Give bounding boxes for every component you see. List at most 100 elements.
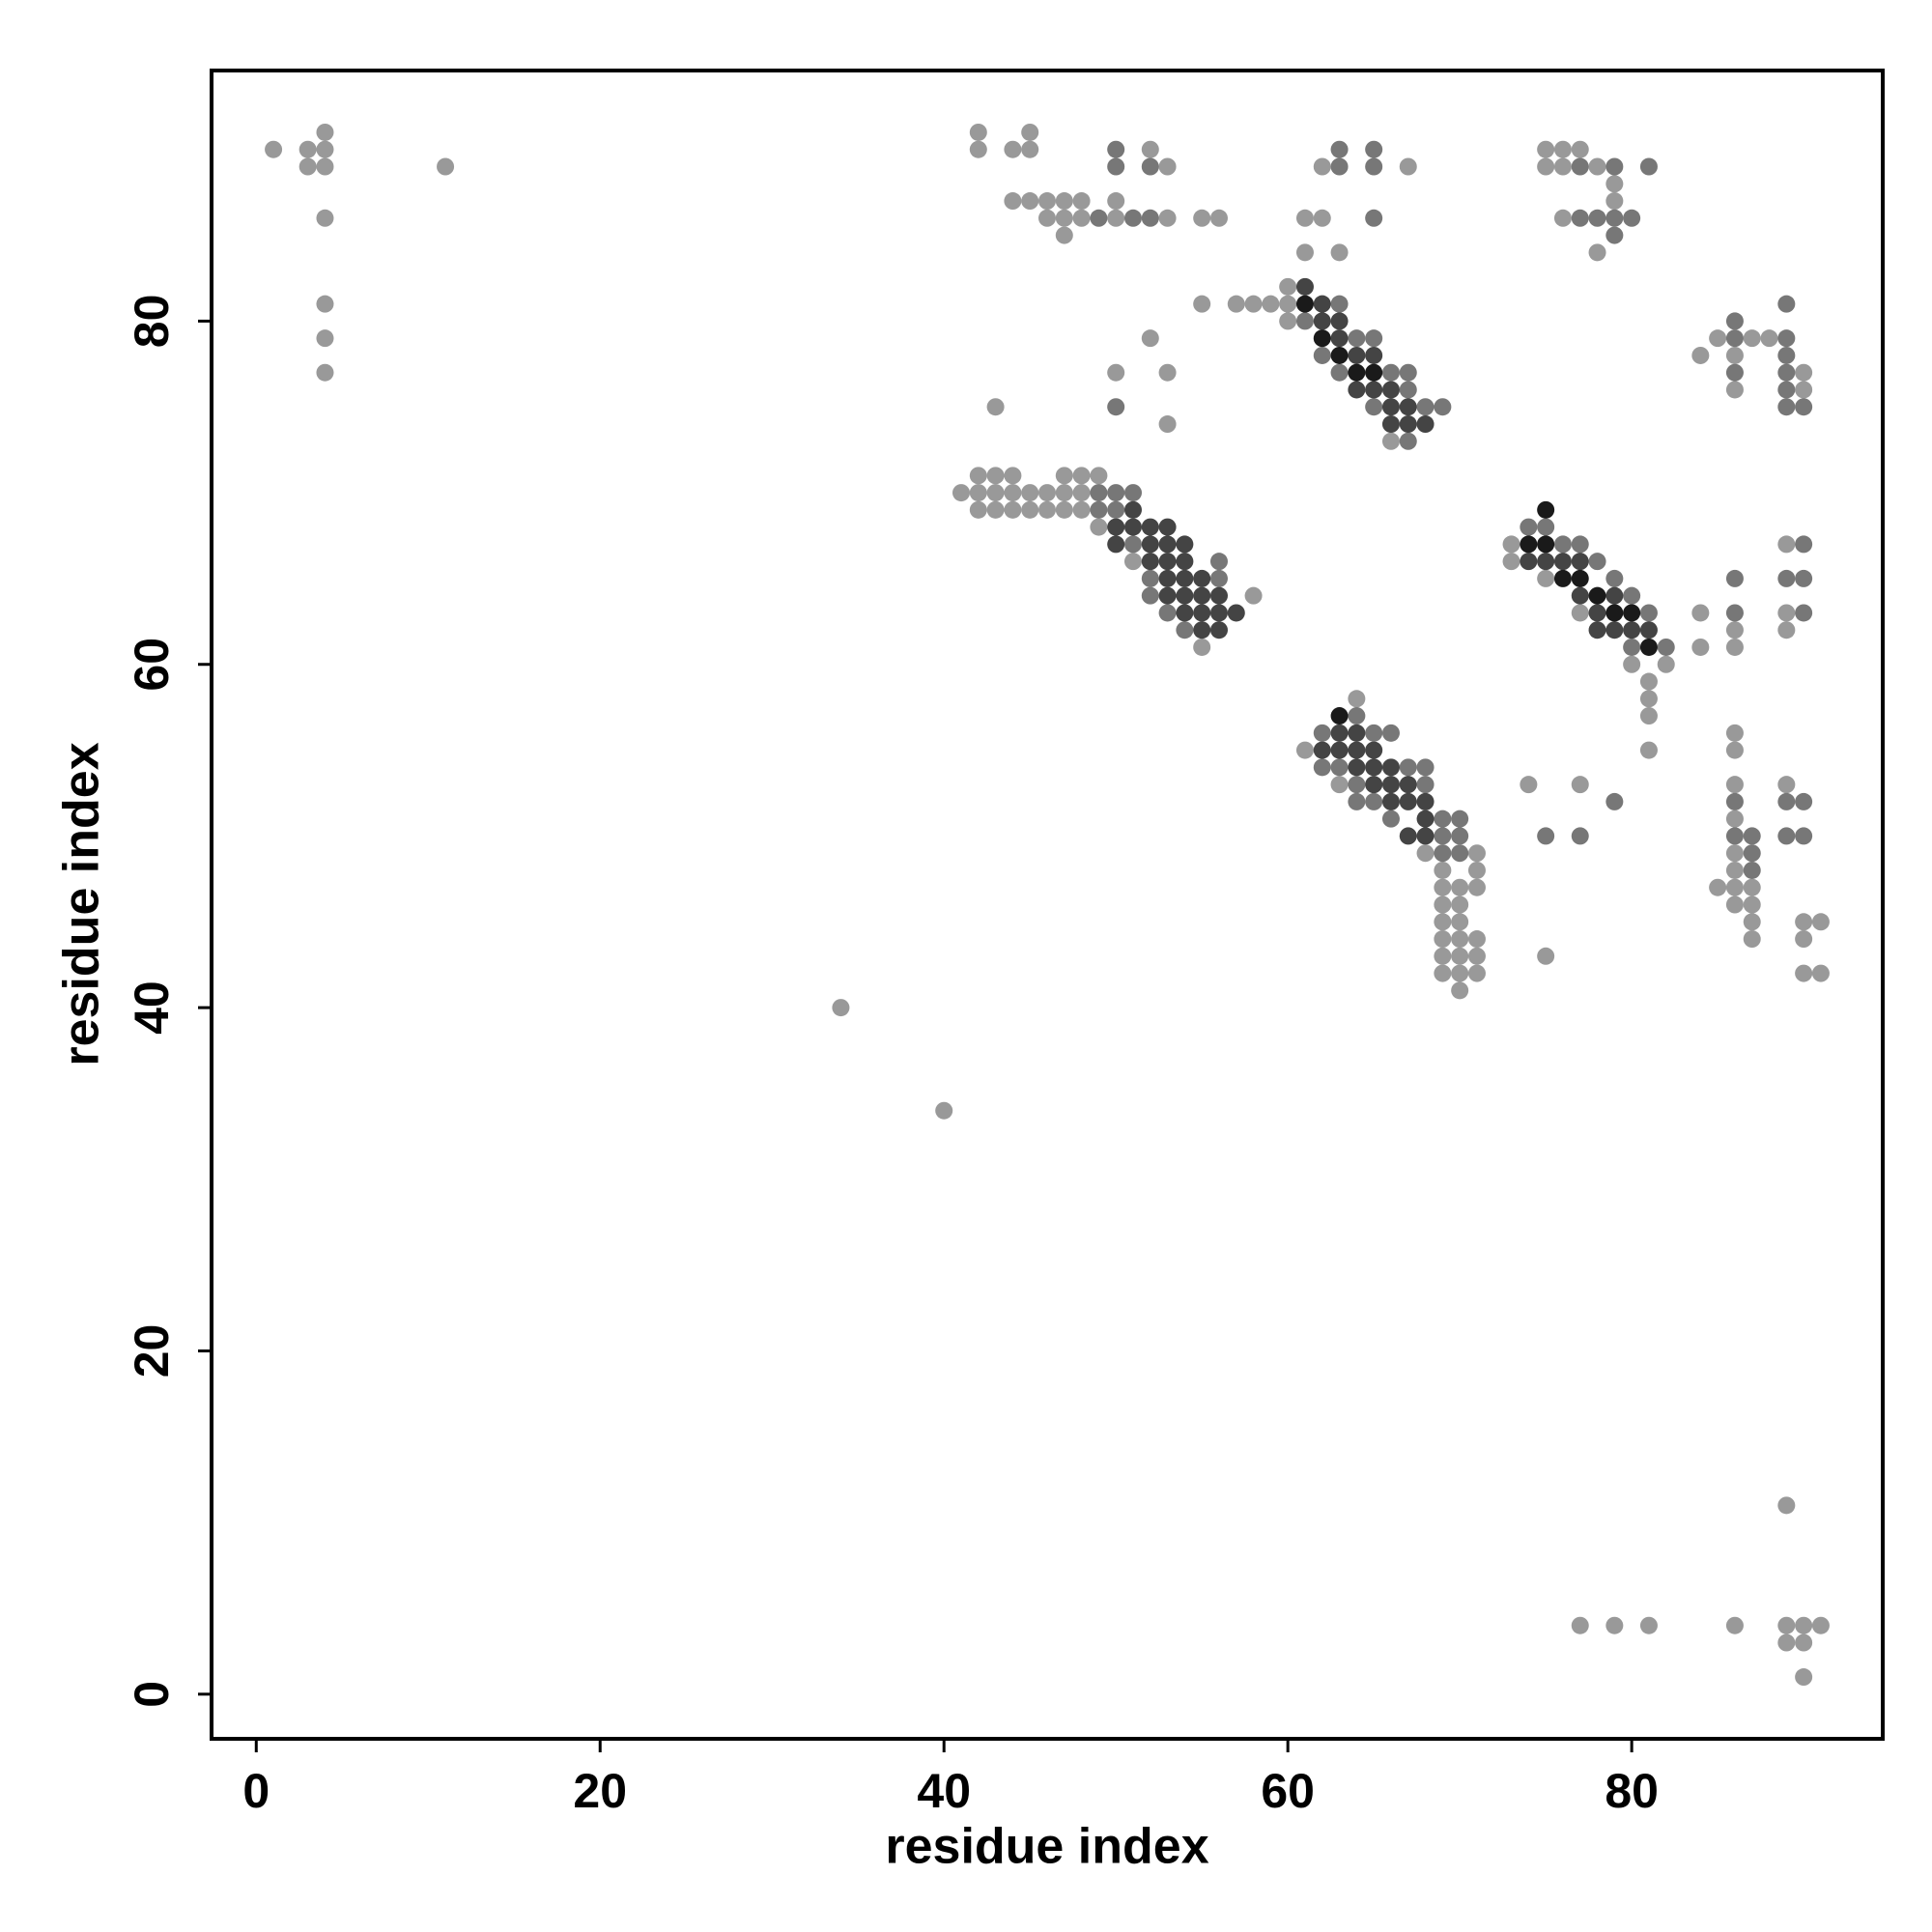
point [1021,123,1039,141]
point [1623,209,1641,227]
point [1381,724,1400,742]
point [1158,553,1177,571]
point [298,140,317,158]
point [1399,157,1417,176]
point [1795,1616,1813,1634]
point [1021,140,1039,158]
point [1330,741,1349,759]
point [1107,535,1125,554]
point [1434,913,1452,931]
point [1467,861,1486,879]
y-tick-label: 60 [125,638,179,692]
point [1295,312,1314,330]
point [1553,140,1572,158]
point [1107,484,1125,502]
point [1623,621,1641,639]
point [1090,467,1108,485]
point [1193,638,1211,656]
point [1725,741,1744,759]
point [1313,724,1331,742]
point [1279,277,1297,296]
point [1072,500,1091,519]
point [1691,346,1710,364]
point [1434,810,1452,828]
point [1416,827,1435,845]
point [1365,381,1383,399]
point [1107,518,1125,536]
point [1021,500,1039,519]
point [1777,827,1796,845]
point [1657,655,1675,673]
point [952,484,971,502]
point [1725,878,1744,896]
point [1399,758,1417,777]
point [1537,569,1555,587]
point [1141,569,1159,587]
point [1605,569,1624,587]
point [316,209,334,227]
point [1502,535,1520,554]
point [1605,226,1624,244]
point [1021,192,1039,211]
point [1141,518,1159,536]
point [1330,157,1349,176]
point [1279,295,1297,313]
point [1072,209,1091,227]
point [1777,1616,1796,1634]
point [1725,724,1744,742]
point [1107,157,1125,176]
point [1725,621,1744,639]
point [1725,1616,1744,1634]
y-axis-title: residue index [54,742,110,1065]
point [1537,518,1555,536]
point [969,500,987,519]
point [1055,467,1073,485]
point [1193,295,1211,313]
point [1176,535,1194,554]
point [1691,604,1710,622]
point [1348,776,1366,794]
point [1021,484,1039,502]
point [1571,535,1589,554]
point [1038,209,1056,227]
point [1811,913,1830,931]
point [1123,484,1142,502]
point [1639,707,1658,725]
point [1725,329,1744,348]
point [1777,792,1796,810]
point [1072,484,1091,502]
point [1348,363,1366,382]
point [1434,930,1452,949]
point [1227,295,1245,313]
point [1365,140,1383,158]
plot-frame [210,69,1885,1741]
point [1451,930,1469,949]
point [1777,363,1796,382]
point [1795,964,1813,982]
point [1176,569,1194,587]
point [1365,363,1383,382]
point [1502,553,1520,571]
point [1416,776,1435,794]
x-tick-label: 60 [1261,1764,1315,1818]
point [1467,878,1486,896]
point [1004,192,1022,211]
point [1158,209,1177,227]
point [1777,604,1796,622]
point [1639,621,1658,639]
point [1605,792,1624,810]
point [1381,758,1400,777]
point [1365,157,1383,176]
point [1467,844,1486,863]
point [1571,827,1589,845]
point [1725,844,1744,863]
point [1743,878,1761,896]
point [1209,209,1228,227]
point [1176,586,1194,605]
point [1795,535,1813,554]
point [1709,329,1727,348]
point [1004,467,1022,485]
point [1313,312,1331,330]
point [1399,432,1417,450]
